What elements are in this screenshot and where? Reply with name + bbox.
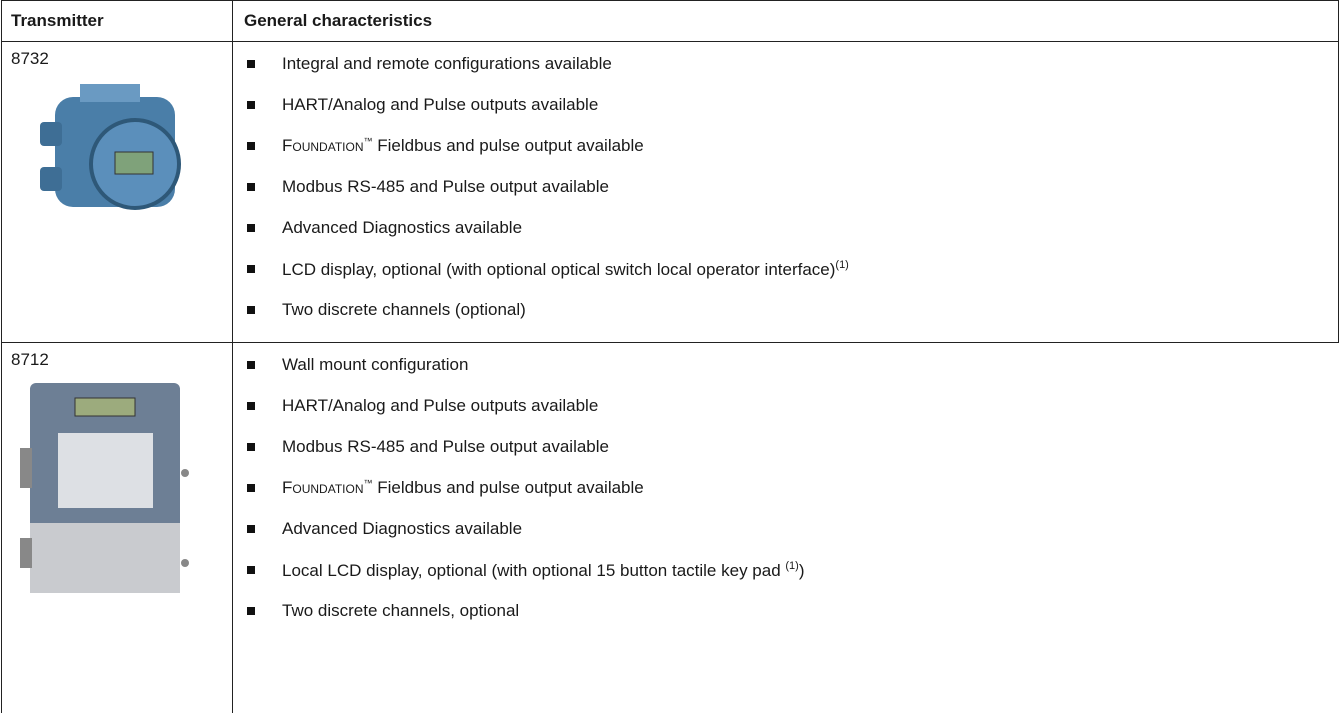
list-item: Integral and remote configurations avail… [282, 54, 612, 74]
model-label: 8732 [11, 49, 49, 68]
table-border [1, 0, 1338, 1]
item-text: HART/Analog and Pulse outputs available [282, 396, 599, 415]
list-item: Modbus RS-485 and Pulse output available [282, 177, 609, 197]
bullet [247, 361, 255, 369]
item-text: Local LCD display, optional (with option… [282, 561, 786, 580]
list-item: LCD display, optional (with optional opt… [282, 259, 849, 280]
bullet [247, 443, 255, 451]
hinge [20, 538, 32, 568]
transmitter-8732-image [40, 84, 181, 210]
item-text: Two discrete channels, optional [282, 601, 520, 620]
item-text: HART/Analog and Pulse outputs available [282, 95, 599, 114]
screw [181, 559, 189, 567]
list-item: Wall mount configuration [282, 355, 468, 375]
bullet [247, 60, 255, 68]
column-rule [232, 0, 233, 713]
table-border [1338, 0, 1339, 343]
bullet [247, 566, 255, 574]
bullet [247, 484, 255, 492]
brand: Foundation [282, 478, 364, 497]
item-text: ) [798, 561, 805, 580]
lower-cover [30, 523, 180, 593]
conduit [40, 122, 62, 146]
list-item: Foundation™ Fieldbus and pulse output av… [282, 478, 644, 498]
list-item: Two discrete channels, optional [282, 601, 519, 621]
screw [181, 469, 189, 477]
display [114, 151, 154, 175]
footnote-ref: (1) [835, 259, 849, 271]
bullet [247, 183, 255, 191]
bullet [247, 265, 255, 273]
bullet [247, 224, 255, 232]
item-text: Advanced Diagnostics available [282, 519, 523, 538]
item-text: Fieldbus and pulse output available [372, 478, 644, 497]
item-text: Modbus RS-485 and Pulse output available [282, 177, 609, 196]
bullet [247, 101, 255, 109]
item-text: Wall mount configuration [282, 355, 469, 374]
item-text: Integral and remote configurations avail… [282, 54, 612, 73]
display [74, 397, 136, 417]
header-cell: Transmitter [11, 11, 104, 30]
item-text: Advanced Diagnostics available [282, 218, 523, 237]
hinge [20, 448, 32, 488]
brand: Foundation [282, 136, 364, 155]
list-item: HART/Analog and Pulse outputs available [282, 396, 598, 416]
item-text: Fieldbus and pulse output available [372, 136, 644, 155]
list-item: Foundation™ Fieldbus and pulse output av… [282, 136, 644, 156]
transmitter-8712-image [20, 383, 189, 593]
bullet [247, 142, 255, 150]
bullet [247, 402, 255, 410]
label [80, 84, 140, 102]
list-item: Modbus RS-485 and Pulse output available [282, 437, 609, 457]
bullet [247, 306, 255, 314]
list-item: Two discrete channels (optional) [282, 300, 526, 320]
model-label: 8712 [11, 350, 49, 369]
bullet [247, 607, 255, 615]
table-border [1, 0, 2, 713]
list-item: Advanced Diagnostics available [282, 218, 522, 238]
item-text: LCD display, optional (with optional opt… [282, 260, 836, 279]
keypad [58, 433, 153, 508]
list-item: Local LCD display, optional (with option… [282, 560, 805, 581]
header-cell: General characteristics [244, 11, 433, 30]
footnote-ref: (1) [785, 560, 799, 572]
bullet [247, 525, 255, 533]
trademark: ™ [363, 136, 373, 146]
row-rule [1, 342, 1338, 343]
item-text: Modbus RS-485 and Pulse output available [282, 437, 609, 456]
list-item: Advanced Diagnostics available [282, 519, 522, 539]
item-text: Two discrete channels (optional) [282, 300, 526, 319]
list-item: HART/Analog and Pulse outputs available [282, 95, 598, 115]
header-rule [1, 41, 1338, 42]
conduit [40, 167, 62, 191]
trademark: ™ [363, 478, 373, 488]
